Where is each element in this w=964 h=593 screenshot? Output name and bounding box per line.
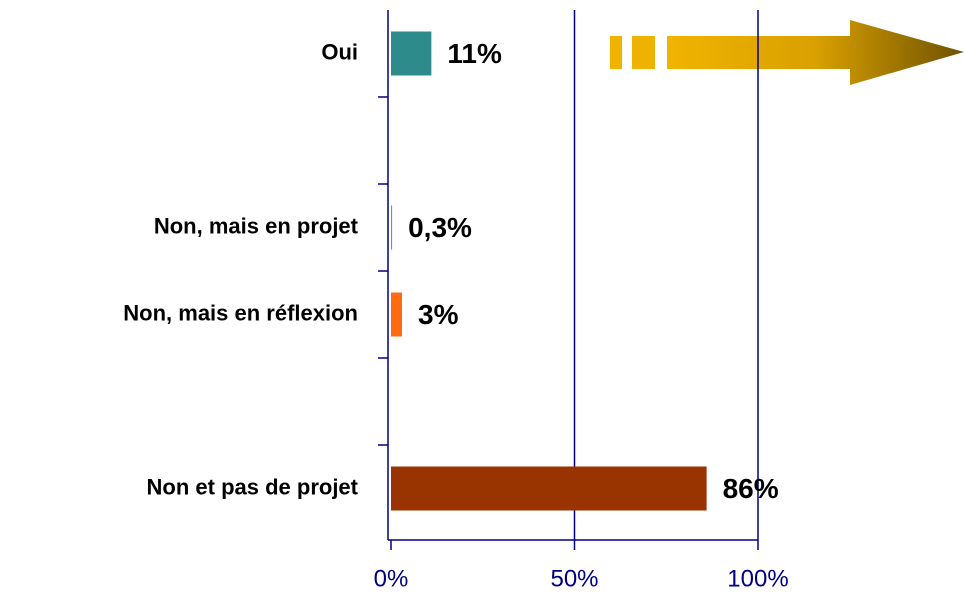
- bar: [391, 31, 432, 76]
- y-tick-label: Oui: [321, 39, 358, 64]
- arrow: [610, 20, 964, 85]
- bar: [391, 466, 707, 511]
- x-tick-label: 100%: [727, 565, 788, 592]
- value-label: 11%: [447, 38, 502, 69]
- y-tick-label: Non et pas de projet: [147, 474, 359, 499]
- x-tick-label: 50%: [550, 565, 598, 592]
- bar: [391, 205, 393, 250]
- value-label: 3%: [418, 299, 459, 330]
- y-tick-label: Non, mais en projet: [154, 213, 359, 238]
- x-tick-label: 0%: [374, 565, 409, 592]
- value-label: 0,3%: [408, 212, 472, 243]
- value-label: 86%: [723, 473, 779, 504]
- y-tick-label: Non, mais en réflexion: [123, 300, 358, 325]
- bar: [391, 292, 403, 337]
